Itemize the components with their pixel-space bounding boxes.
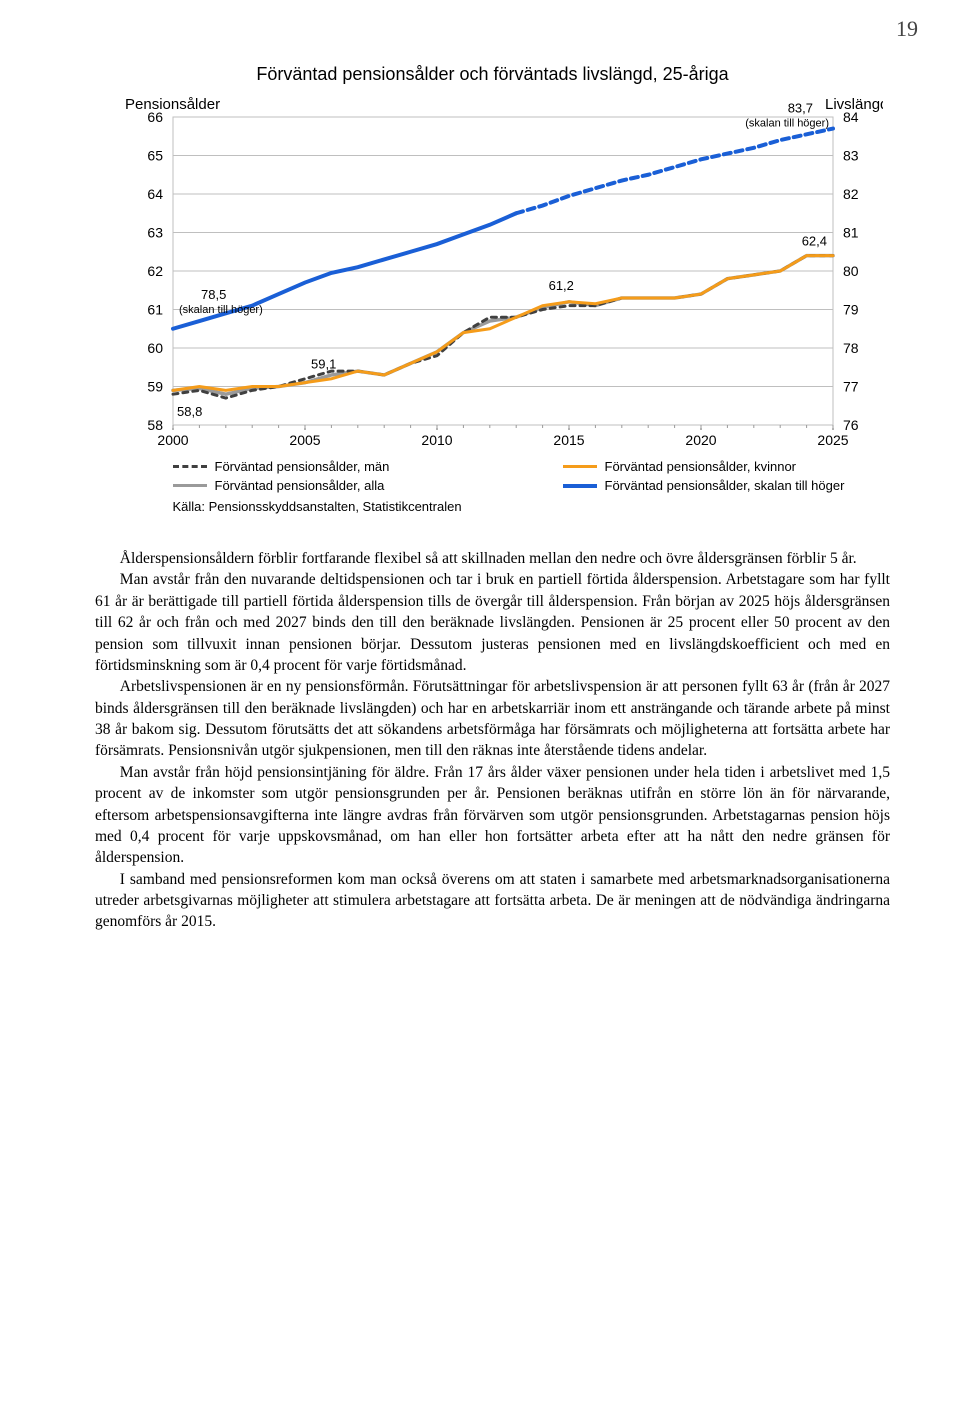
men-start-label: 58,8 [177,404,202,419]
right-y-tick: 83 [843,148,859,164]
men-end-label: 62,4 [801,234,826,249]
body-text: Ålderspensionsåldern förblir fortfarande… [95,548,890,933]
page: 19 Förväntad pensionsålder och förväntad… [0,0,960,993]
paragraph: Man avstår från höjd pensionsintjäning f… [95,762,890,869]
legend-label: Förväntad pensionsålder, alla [215,478,385,493]
left-y-tick: 62 [147,263,163,279]
x-tick-label: 2020 [685,432,716,448]
left-y-tick: 64 [147,186,163,202]
left-axis-title: Pensionsålder [125,96,220,113]
right-y-tick: 84 [843,109,859,125]
chart-legend: Förväntad pensionsålder, män Förväntad pe… [103,457,883,495]
legend-item-women: Förväntad pensionsålder, kvinnor [493,457,883,476]
paragraph: Ålderspensionsåldern förblir fortfarande… [95,548,890,569]
chart: PensionsålderLivslängd585960616263646566… [103,91,883,451]
legend-swatch [173,484,207,487]
chart-title: Förväntad pensionsålder och förväntads l… [95,64,890,85]
all-start-label: 59,1 [311,357,336,372]
right-y-tick: 81 [843,225,859,241]
left-y-tick: 63 [147,225,163,241]
life-start-label: 78,5 [201,287,226,302]
left-y-tick: 66 [147,109,163,125]
life-start-scale-note: (skalan till höger) [179,304,263,316]
life-end-label: 83,7 [787,101,812,116]
right-y-tick: 78 [843,340,859,356]
all-mid-label: 61,2 [548,278,573,293]
legend-item-life: Förväntad pensionsålder, skalan till hög… [493,476,883,495]
chart-source: Källa: Pensionsskyddsanstalten, Statisti… [103,499,883,514]
left-y-tick: 65 [147,148,163,164]
left-y-tick: 58 [147,417,163,433]
legend-swatch [563,465,597,468]
right-y-tick: 82 [843,186,859,202]
paragraph: Man avstår från den nuvarande deltidspen… [95,569,890,676]
x-tick-label: 2000 [157,432,188,448]
legend-item-all: Förväntad pensionsålder, alla [103,476,493,495]
chart-container: PensionsålderLivslängd585960616263646566… [103,91,883,451]
left-y-tick: 59 [147,379,163,395]
legend-label: Förväntad pensionsålder, män [215,459,390,474]
right-y-tick: 77 [843,379,859,395]
legend-label: Förväntad pensionsålder, kvinnor [605,459,797,474]
page-number: 19 [896,16,918,42]
legend-swatch [173,465,207,468]
legend-label: Förväntad pensionsålder, skalan till hög… [605,478,845,493]
legend-item-men: Förväntad pensionsålder, män [103,457,493,476]
right-y-tick: 76 [843,417,859,433]
life-end-scale-note: (skalan till höger) [745,118,829,130]
left-y-tick: 60 [147,340,163,356]
x-tick-label: 2005 [289,432,320,448]
left-y-tick: 61 [147,302,163,318]
x-tick-label: 2010 [421,432,452,448]
right-y-tick: 79 [843,302,859,318]
paragraph: Arbetslivspensionen är en ny pensionsför… [95,676,890,762]
x-tick-label: 2015 [553,432,584,448]
paragraph: I samband med pensionsreformen kom man o… [95,869,890,933]
legend-swatch [563,484,597,488]
x-tick-label: 2025 [817,432,848,448]
right-y-tick: 80 [843,263,859,279]
